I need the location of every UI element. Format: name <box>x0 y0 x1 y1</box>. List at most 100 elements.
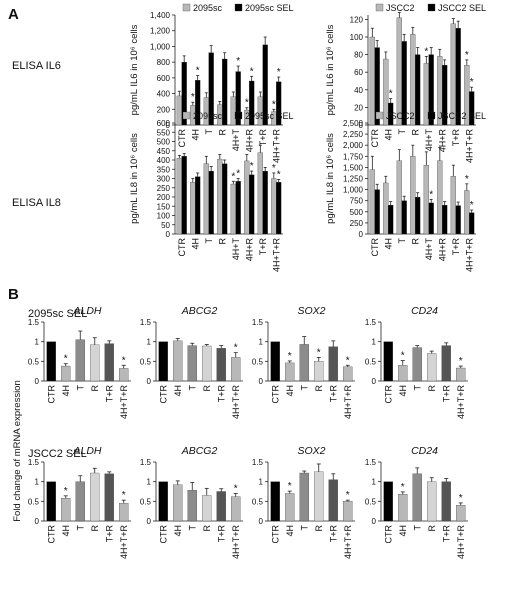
y-tick-label: 40 <box>354 86 363 95</box>
y-tick-label: 0.5 <box>365 497 377 506</box>
x-tick-label: 4H+T <box>231 238 241 261</box>
legend-swatch <box>375 3 384 12</box>
y-tick-label: 0 <box>147 517 152 526</box>
x-tick-label: T <box>75 525 85 531</box>
x-tick-label: 4H <box>61 525 71 537</box>
legend-swatch <box>427 3 436 12</box>
chart-b3: 0 0.5 1 1.5 * * * CTR 4H T R T+R 4H+T+R SOX2 <box>252 305 355 419</box>
x-tick-label: CTR <box>383 385 393 404</box>
bar <box>173 340 183 382</box>
y-tick-label: 250 <box>157 184 171 193</box>
bar <box>208 170 214 235</box>
x-tick-label: T+R <box>328 525 338 543</box>
x-tick-label: T+R <box>258 129 268 147</box>
y-tick-label: 1.5 <box>252 318 264 327</box>
x-tick-label: 4H+T+R <box>119 525 129 560</box>
x-tick-label: 4H+T <box>231 129 241 152</box>
x-tick-label: R <box>427 525 437 532</box>
y-tick-label: 1,000 <box>343 186 364 195</box>
significance-star: * <box>236 56 240 67</box>
bar <box>244 160 250 235</box>
significance-star: * <box>459 493 463 504</box>
bar <box>343 366 353 382</box>
x-tick-label: CTR <box>177 238 187 257</box>
y-tick-label: 0 <box>35 377 40 386</box>
x-tick-label: T+R <box>104 385 114 403</box>
x-tick-label: R <box>217 129 227 136</box>
significance-star: * <box>277 67 281 78</box>
x-tick-label: T <box>204 238 214 244</box>
bar <box>270 481 280 522</box>
bar <box>383 341 393 382</box>
significance-star: * <box>191 92 195 103</box>
x-tick-label: 4H <box>190 238 200 250</box>
bar <box>257 152 263 235</box>
y-tick-label: 0 <box>359 121 364 130</box>
y-tick-label: 200 <box>157 193 171 202</box>
y-tick-label: 1 <box>372 338 377 347</box>
y-tick-label: 0 <box>372 517 377 526</box>
bar <box>369 36 375 126</box>
bar <box>271 178 277 235</box>
x-tick-label: T <box>412 525 422 531</box>
y-tick-label: 150 <box>157 202 171 211</box>
bar <box>190 182 196 235</box>
bar <box>104 473 114 522</box>
legend-label: 2095sc SEL <box>245 111 294 121</box>
bar <box>328 346 338 382</box>
x-tick-label: CTR <box>177 129 187 148</box>
y-tick-label: 550 <box>157 128 171 137</box>
bar <box>412 347 422 382</box>
panel-b-y-axis-label: Fold change of mRNA expression <box>12 380 23 522</box>
x-tick-label: CTR <box>383 525 393 544</box>
y-tick-label: 1,200 <box>150 27 171 36</box>
y-tick-label: 750 <box>350 197 364 206</box>
bar <box>415 196 421 235</box>
chart-title: CD24 <box>411 305 438 317</box>
y-tick-label: 2,000 <box>343 141 364 150</box>
y-tick-label: 1.5 <box>140 458 152 467</box>
x-tick-label: R <box>217 238 227 245</box>
bar <box>469 212 475 235</box>
x-tick-label: R <box>202 525 212 532</box>
significance-star: * <box>64 354 68 365</box>
x-tick-label: 4H+T+R <box>231 525 241 560</box>
x-tick-label: T+R <box>451 129 461 147</box>
bar <box>276 182 282 235</box>
x-tick-label: 4H+T+R <box>271 238 281 273</box>
bar <box>176 95 182 126</box>
x-tick-label: R <box>314 385 324 392</box>
legend-label: JSCC2 SEL <box>438 3 486 13</box>
legend-label: JSCC2 <box>386 111 415 121</box>
bar <box>222 58 228 126</box>
significance-star: * <box>122 355 126 366</box>
row-label-elisa-il6: ELISA IL6 <box>12 60 61 72</box>
y-tick-label: 100 <box>350 33 364 42</box>
y-tick-label: 60 <box>354 68 363 77</box>
significance-star: * <box>317 347 321 358</box>
chart-title: SOX2 <box>297 305 325 317</box>
bar <box>383 481 393 522</box>
bar <box>285 493 295 522</box>
x-tick-label: CTR <box>46 525 56 544</box>
y-tick-label: 1.5 <box>365 318 377 327</box>
y-tick-label: 50 <box>161 221 170 230</box>
bar <box>299 344 309 382</box>
bar <box>203 163 209 235</box>
x-tick-label: 4H <box>383 238 393 250</box>
y-tick-label: 80 <box>354 51 363 60</box>
y-tick-label: 1 <box>147 338 152 347</box>
bar <box>398 494 408 522</box>
section-label-2095sc-sel: 2095sc SEL <box>28 308 87 320</box>
significance-star: * <box>272 99 276 110</box>
chart-title: ALDH <box>72 305 101 317</box>
y-tick-label: 400 <box>157 156 171 165</box>
x-tick-label: T+R <box>451 238 461 256</box>
y-tick-label: 2,250 <box>343 130 364 139</box>
y-tick-label: 0 <box>259 377 264 386</box>
x-tick-label: T <box>187 385 197 391</box>
x-tick-label: 4H+T <box>424 129 434 152</box>
bar <box>450 176 456 235</box>
y-axis-label: pg/mL IL8 in 10⁶ cells <box>325 133 336 224</box>
significance-star: * <box>250 66 254 77</box>
